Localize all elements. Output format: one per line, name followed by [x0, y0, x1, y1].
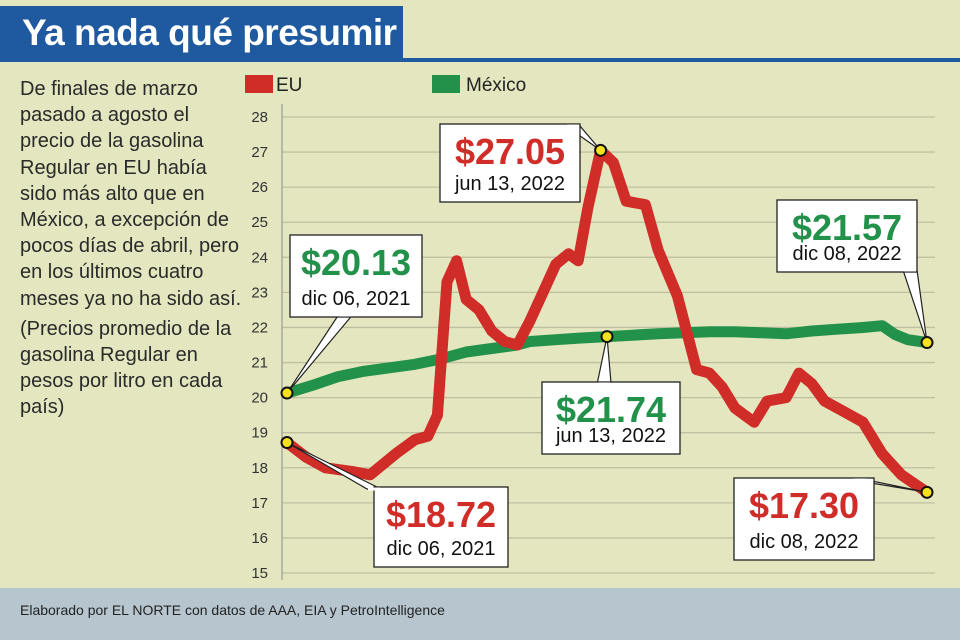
y-tick-label: 28 [251, 109, 268, 126]
y-tick-label: 16 [251, 530, 268, 547]
annotated-points [280, 143, 934, 499]
y-tick-label: 22 [251, 319, 268, 336]
callout-price: $17.30 [749, 485, 859, 526]
callout-date: dic 06, 2021 [387, 538, 496, 560]
y-tick-label: 26 [251, 179, 268, 196]
chart-description: De finales de marzo pasado a agosto el p… [20, 76, 242, 425]
callout-eu-2: $18.72 dic 06, 2021 [286, 441, 509, 568]
callout-box [439, 123, 581, 203]
callout-date: jun 13, 2022 [454, 173, 565, 195]
data-point-marker [920, 336, 934, 350]
y-tick-label: 20 [251, 390, 268, 407]
y-tick-label: 21 [251, 355, 268, 372]
callout-date: dic 06, 2021 [302, 288, 411, 310]
y-tick-label: 25 [251, 214, 268, 231]
series-line-mexico [281, 320, 933, 399]
callout-pointer [596, 336, 612, 385]
callout-price: $21.57 [792, 207, 902, 248]
callout-box [776, 199, 918, 273]
legend-swatch-mxico [432, 75, 460, 93]
legend-swatch-eu [245, 75, 273, 93]
title-bar: Ya nada qué presumir [0, 6, 403, 58]
footer: Elaborado por EL NORTE con datos de AAA,… [0, 588, 960, 640]
callout-mxico-1: $20.13 dic 06, 2021 [286, 234, 423, 394]
y-tick-label: 19 [251, 425, 268, 442]
callout-pointer [286, 441, 382, 490]
annotations: $20.13 dic 06, 2021 $18.72 dic 06, 2021 $27.… [286, 123, 928, 568]
callout-pointer [902, 269, 928, 343]
callout-price: $21.74 [556, 389, 666, 430]
series-line-eu [281, 144, 933, 498]
data-point-marker [600, 330, 614, 344]
legend-label: EU [276, 75, 302, 96]
callout-date: dic 08, 2022 [750, 531, 859, 553]
callout-date: jun 13, 2022 [555, 425, 666, 447]
legend-label: México [466, 75, 526, 96]
data-point-marker [280, 386, 294, 400]
callout-box [733, 477, 875, 561]
data-point-marker [280, 436, 294, 450]
callout-price: $20.13 [301, 242, 411, 283]
legend: EU México [245, 75, 526, 96]
price-line-chart: 15 16 17 18 19 20 21 22 23 24 25 26 27 28 EU México $20.… [245, 75, 935, 582]
y-tick-label: 18 [251, 460, 268, 477]
callout-box [541, 381, 681, 455]
callout-eu-6: $17.30 dic 08, 2022 [733, 477, 928, 561]
y-tick-label: 27 [251, 144, 268, 161]
y-tick-label: 23 [251, 284, 268, 301]
callout-date: dic 08, 2022 [793, 243, 902, 265]
y-tick-label: 24 [251, 249, 268, 266]
y-axis-ticks: 15 16 17 18 19 20 21 22 23 24 25 26 27 28 [251, 109, 268, 582]
callout-price: $18.72 [386, 494, 496, 535]
y-tick-label: 15 [251, 565, 268, 582]
page-title: Ya nada qué presumir [22, 12, 397, 53]
data-point-marker [594, 143, 608, 157]
y-tick-label: 17 [251, 495, 268, 512]
callout-price: $27.05 [455, 131, 565, 172]
callout-box [373, 486, 509, 568]
description-paragraph-2: (Precios promedio de la gasolina Regular… [20, 317, 232, 419]
callout-box [289, 234, 423, 318]
header-rule [0, 58, 960, 62]
header: Ya nada qué presumir [0, 0, 960, 62]
data-point-marker [920, 485, 934, 499]
source-note: Elaborado por EL NORTE con datos de AAA,… [20, 602, 445, 618]
description-paragraph-1: De finales de marzo pasado a agosto el p… [20, 78, 242, 310]
